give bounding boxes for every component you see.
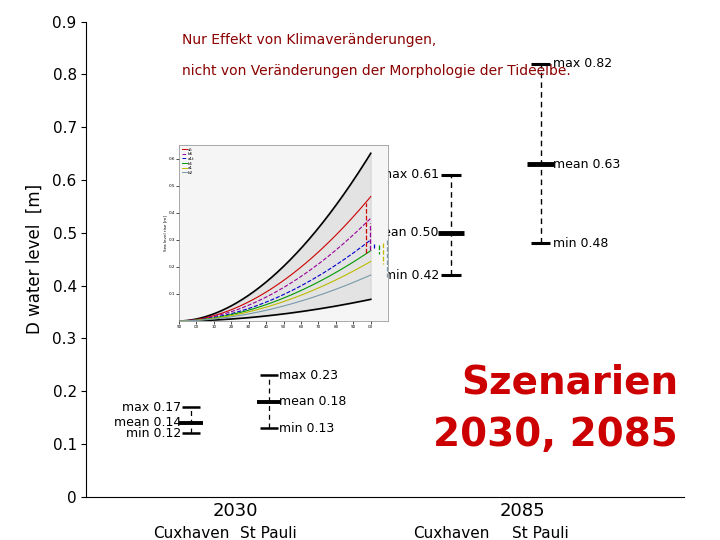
Text: Szenarien: Szenarien	[461, 364, 678, 402]
Text: max 0.82: max 0.82	[552, 57, 612, 70]
Text: 2030, 2085: 2030, 2085	[433, 416, 678, 454]
Text: min 0.42: min 0.42	[384, 268, 439, 281]
Text: Nur Effekt von Klimaveränderungen,: Nur Effekt von Klimaveränderungen,	[182, 33, 436, 48]
Text: mean 0.18: mean 0.18	[279, 395, 346, 408]
Text: Cuxhaven: Cuxhaven	[413, 526, 489, 540]
Text: min 0.13: min 0.13	[279, 422, 334, 435]
Text: mean 0.14: mean 0.14	[114, 416, 181, 429]
Text: max 0.61: max 0.61	[380, 168, 439, 181]
Text: min 0.48: min 0.48	[552, 237, 608, 250]
Text: mean 0.50: mean 0.50	[372, 226, 439, 239]
Text: min 0.12: min 0.12	[125, 427, 181, 440]
Text: St Pauli: St Pauli	[512, 526, 569, 540]
Text: Cuxhaven: Cuxhaven	[153, 526, 229, 540]
Y-axis label: D water level  [m]: D water level [m]	[26, 184, 44, 334]
Text: St Pauli: St Pauli	[240, 526, 297, 540]
Text: max 0.17: max 0.17	[122, 401, 181, 414]
Text: mean 0.63: mean 0.63	[552, 158, 620, 171]
Text: nicht von Veränderungen der Morphologie der Tideelbe.: nicht von Veränderungen der Morphologie …	[182, 64, 571, 78]
Text: max 0.23: max 0.23	[279, 369, 338, 382]
